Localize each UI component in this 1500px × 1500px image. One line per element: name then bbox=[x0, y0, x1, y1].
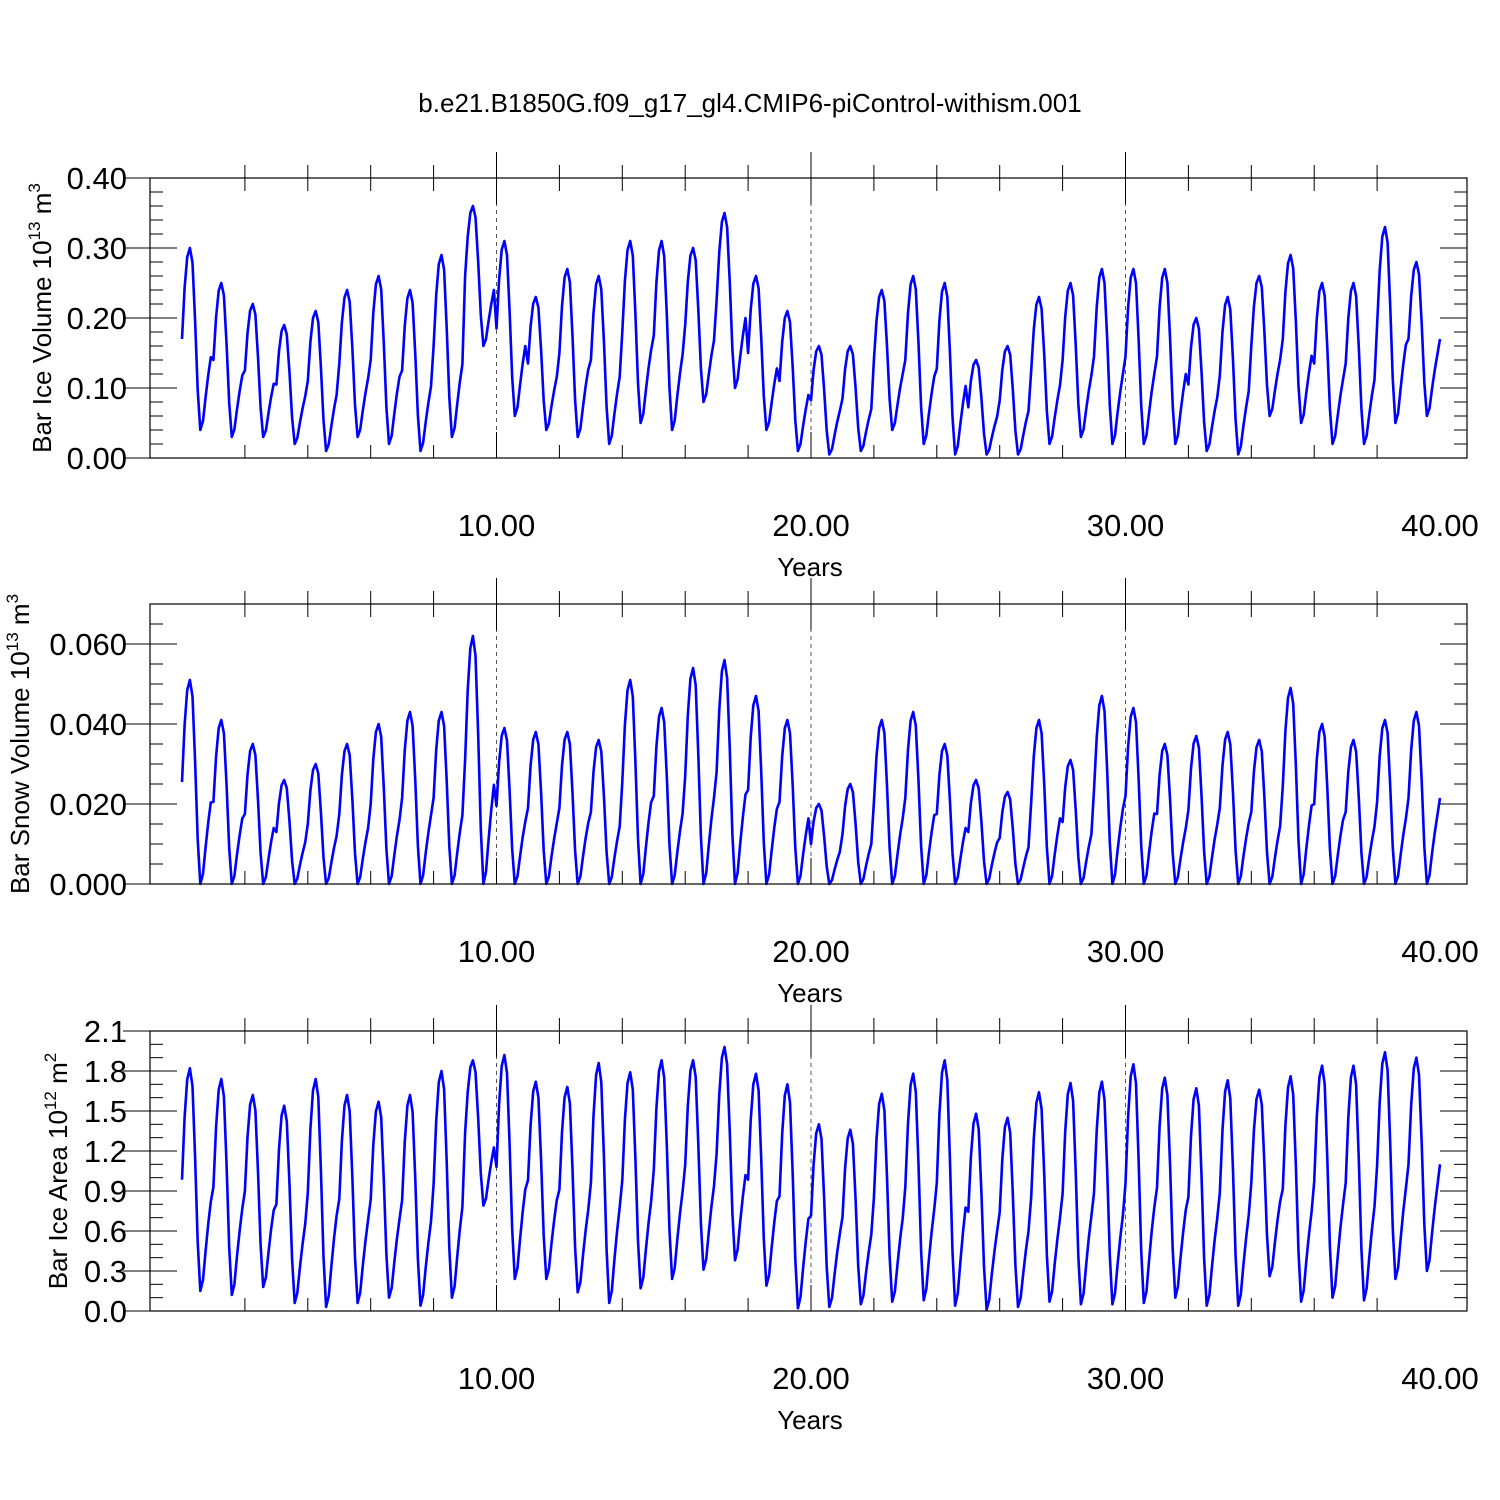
x-tick-label: 10.00 bbox=[458, 934, 536, 969]
y-title-unit-exponent: 2 bbox=[41, 1053, 60, 1062]
figure-title: b.e21.B1850G.f09_g17_gl4.CMIP6-piControl… bbox=[418, 88, 1082, 118]
x-tick-label: 30.00 bbox=[1087, 934, 1165, 969]
y-axis-title: Bar Ice Area 1012 m2 bbox=[41, 1053, 73, 1290]
x-axis-title: Years bbox=[777, 978, 843, 1008]
series-line bbox=[180, 204, 1442, 456]
x-tick-label: 40.00 bbox=[1401, 508, 1479, 543]
y-tick-label: 0.0 bbox=[84, 1294, 127, 1329]
y-title-exponent: 13 bbox=[25, 221, 44, 240]
y-tick-label: 0.060 bbox=[49, 627, 127, 662]
y-title-exponent: 12 bbox=[41, 1091, 60, 1110]
y-tick-label: 0.000 bbox=[49, 867, 127, 902]
ice-area-panel: 10.00 20.00 30.00 40.00 0.0 0.3 0.6 0.9 1.2 1.5 1.… bbox=[41, 1005, 1479, 1435]
y-title-exponent: 13 bbox=[3, 632, 22, 651]
y-title-unit-exponent: 3 bbox=[25, 183, 44, 192]
x-tick-label: 10.00 bbox=[458, 508, 536, 543]
x-tick-label: 20.00 bbox=[772, 508, 850, 543]
y-tick-label: 0.30 bbox=[67, 231, 127, 266]
plot-frame bbox=[149, 1030, 1468, 1312]
y-tick-label: 2.1 bbox=[84, 1014, 127, 1049]
x-tick-label: 10.00 bbox=[458, 1361, 536, 1396]
y-tick-label: 0.6 bbox=[84, 1214, 127, 1249]
y-tick-label: 0.020 bbox=[49, 787, 127, 822]
y-title-unit-exponent: 3 bbox=[3, 594, 22, 603]
y-title-base: Bar Snow Volume 10 bbox=[5, 651, 35, 894]
y-title-base: Bar Ice Area 10 bbox=[43, 1110, 73, 1289]
y-title-base: Bar Ice Volume 10 bbox=[27, 240, 57, 452]
y-tick-label: 0.040 bbox=[49, 707, 127, 742]
y-tick-label: 0.10 bbox=[67, 371, 127, 406]
series-line bbox=[180, 634, 1442, 886]
y-tick-label: 1.2 bbox=[84, 1134, 127, 1169]
x-tick-label: 30.00 bbox=[1087, 508, 1165, 543]
x-tick-label: 40.00 bbox=[1401, 1361, 1479, 1396]
x-tick-label: 20.00 bbox=[772, 1361, 850, 1396]
y-tick-label: 0.40 bbox=[67, 161, 127, 196]
x-tick-label: 40.00 bbox=[1401, 934, 1479, 969]
y-tick-label: 0.9 bbox=[84, 1174, 127, 1209]
x-tick-label: 20.00 bbox=[772, 934, 850, 969]
y-tick-label: 0.20 bbox=[67, 301, 127, 336]
series-line bbox=[180, 1045, 1442, 1311]
y-tick-label: 1.5 bbox=[84, 1094, 127, 1129]
x-tick-label: 30.00 bbox=[1087, 1361, 1165, 1396]
y-axis-title: Bar Snow Volume 1013 m3 bbox=[3, 594, 35, 894]
snow-volume-panel: 10.00 20.00 30.00 40.00 0.000 0.020 0.040 0.060… bbox=[3, 578, 1479, 1008]
y-title-unit: m bbox=[5, 603, 35, 632]
y-title-unit: m bbox=[27, 193, 57, 222]
y-axis-title: Bar Ice Volume 1013 m3 bbox=[25, 183, 57, 453]
ice-volume-panel: 10.00 20.00 30.00 40.00 0.00 0.10 0.20 0.30 0.40… bbox=[25, 152, 1479, 582]
y-title-unit: m bbox=[43, 1062, 73, 1091]
y-tick-label: 0.00 bbox=[67, 441, 127, 476]
y-tick-label: 1.8 bbox=[84, 1054, 127, 1089]
y-tick-label: 0.3 bbox=[84, 1254, 127, 1289]
x-axis-title: Years bbox=[777, 1405, 843, 1435]
x-axis-title: Years bbox=[777, 552, 843, 582]
